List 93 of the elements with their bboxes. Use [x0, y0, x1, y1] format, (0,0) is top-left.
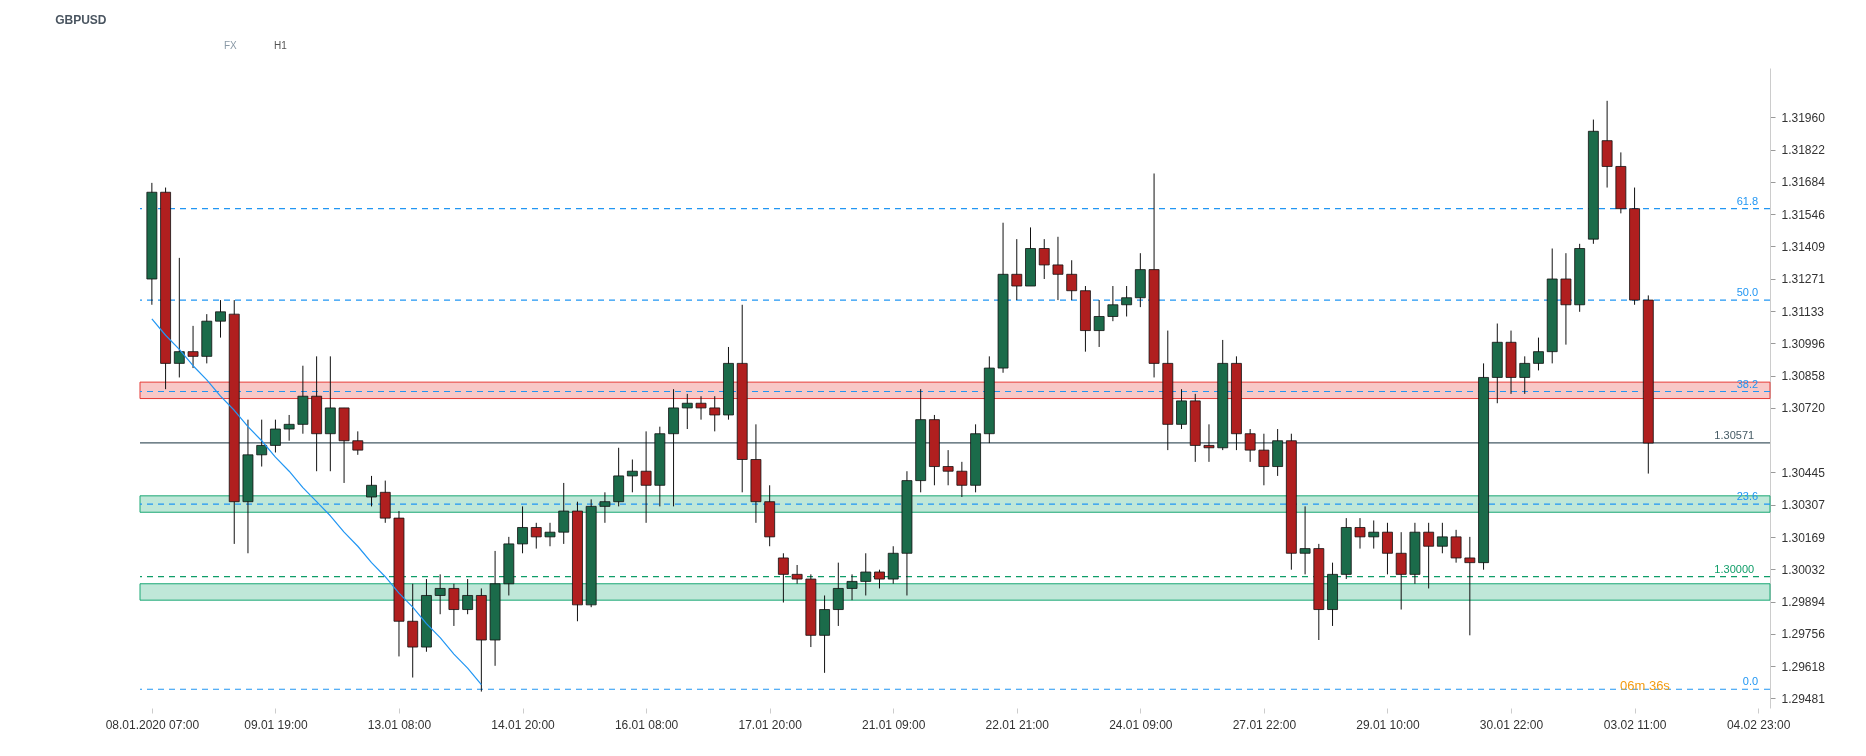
candlestick	[777, 552, 789, 604]
y-tick-label: 1.30445	[1781, 465, 1826, 480]
y-tick-label: 1.31409	[1781, 239, 1826, 254]
candlestick	[874, 569, 885, 589]
y-tick-label: 1.30307	[1781, 498, 1826, 513]
candlestick	[1258, 433, 1270, 486]
annotation: 0.0	[1742, 675, 1759, 688]
x-tick-label: 21.01 09:00	[862, 717, 926, 732]
x-tick-label: 29.01 10:00	[1356, 717, 1420, 732]
candlestick	[1354, 517, 1366, 550]
candlestick	[956, 461, 968, 498]
y-tick-label: 1.31822	[1781, 143, 1826, 158]
x-tick-label: 09.01 19:00	[244, 717, 308, 732]
candlestick	[366, 475, 377, 507]
candlestick	[434, 573, 446, 615]
x-tick-label: 03.02 11:00	[1603, 717, 1667, 732]
candlestick	[626, 459, 638, 493]
candlestick	[681, 393, 693, 430]
candlestick	[544, 522, 556, 547]
candlestick	[709, 395, 721, 432]
candlestick	[530, 522, 542, 550]
x-tick-label: 13.01 08:00	[367, 717, 432, 732]
text: H1	[274, 40, 288, 51]
candlestick	[1066, 259, 1078, 301]
annotation: 38.2	[1736, 377, 1759, 390]
annotation: 06m 36s	[1620, 678, 1671, 693]
annotation: 61.8	[1736, 194, 1759, 207]
candlestick	[846, 573, 858, 601]
candlestick	[1093, 299, 1105, 348]
candlestick	[462, 578, 474, 615]
y-tick-label: 1.30169	[1781, 530, 1826, 545]
candlestick	[1464, 536, 1476, 636]
candlestick	[1450, 529, 1462, 564]
y-tick-label: 1.31271	[1781, 272, 1826, 287]
candlestick	[599, 491, 611, 524]
y-tick-label: 1.29481	[1781, 691, 1826, 706]
y-tick-label: 1.31960	[1781, 110, 1826, 125]
candlestick	[187, 325, 199, 369]
candlestick	[832, 562, 844, 627]
x-tick-label: 04.02 23:00	[1726, 717, 1791, 732]
ref-line-label: 1.30000	[1714, 562, 1755, 575]
candlestick	[1203, 423, 1215, 463]
candlestick	[448, 583, 460, 627]
y-tick-label: 1.31684	[1781, 175, 1826, 190]
candlestick	[1176, 388, 1187, 430]
candlestick	[1395, 531, 1407, 611]
candlestick	[283, 414, 295, 442]
chart-title: GBPUSD	[55, 13, 107, 27]
x-tick-label: 30.01 22:00	[1479, 717, 1544, 732]
ref-line-label: 1.30571	[1714, 428, 1755, 441]
candlestick	[1382, 522, 1393, 575]
y-tick-label: 1.30720	[1781, 401, 1826, 416]
candlestick	[1519, 355, 1531, 395]
y-tick-label: 1.29618	[1781, 659, 1826, 674]
candlestick	[695, 395, 707, 421]
candlestick	[791, 564, 803, 585]
candlestick	[256, 419, 268, 468]
candlestick	[1299, 505, 1311, 575]
candlestick	[1368, 519, 1380, 550]
x-tick-label: 16.01 08:00	[614, 717, 679, 732]
candlestick	[1052, 236, 1064, 301]
candlestick	[270, 419, 281, 453]
candlestick	[942, 449, 954, 486]
candlestick	[1436, 522, 1448, 554]
y-tick-label: 1.30996	[1781, 336, 1826, 351]
candlestick	[640, 430, 652, 524]
y-tick-label: 1.29756	[1781, 627, 1826, 642]
candlestick	[1107, 285, 1119, 322]
x-tick-label: 08.01.2020 07:00	[105, 717, 200, 732]
candlestick	[1423, 522, 1435, 589]
candlestick	[1533, 337, 1544, 371]
x-tick-label: 14.01 20:00	[491, 717, 556, 732]
y-tick-label: 1.31546	[1781, 207, 1826, 222]
y-tick-label: 1.30032	[1781, 562, 1826, 577]
x-tick-label: 22.01 21:00	[985, 717, 1050, 732]
y-tick-label: 1.31133	[1781, 304, 1825, 319]
candlestick	[1244, 428, 1256, 463]
x-tick-label: 17.01 20:00	[738, 717, 803, 732]
candlestick	[215, 299, 226, 339]
candlestick	[1038, 238, 1050, 280]
annotation: 50.0	[1736, 286, 1759, 299]
candlestick	[352, 430, 364, 456]
y-tick-label: 1.29894	[1781, 595, 1826, 610]
x-tick-label: 27.01 22:00	[1232, 717, 1297, 732]
candlestick	[517, 505, 528, 554]
candlestick	[1121, 285, 1133, 317]
text: FX	[224, 40, 238, 51]
candlestick	[860, 552, 872, 596]
candlestick	[173, 257, 185, 378]
candlestick	[558, 482, 570, 545]
x-tick-label: 24.01 09:00	[1109, 717, 1173, 732]
candlestick	[1011, 238, 1023, 301]
y-tick-label: 1.30858	[1781, 369, 1826, 384]
